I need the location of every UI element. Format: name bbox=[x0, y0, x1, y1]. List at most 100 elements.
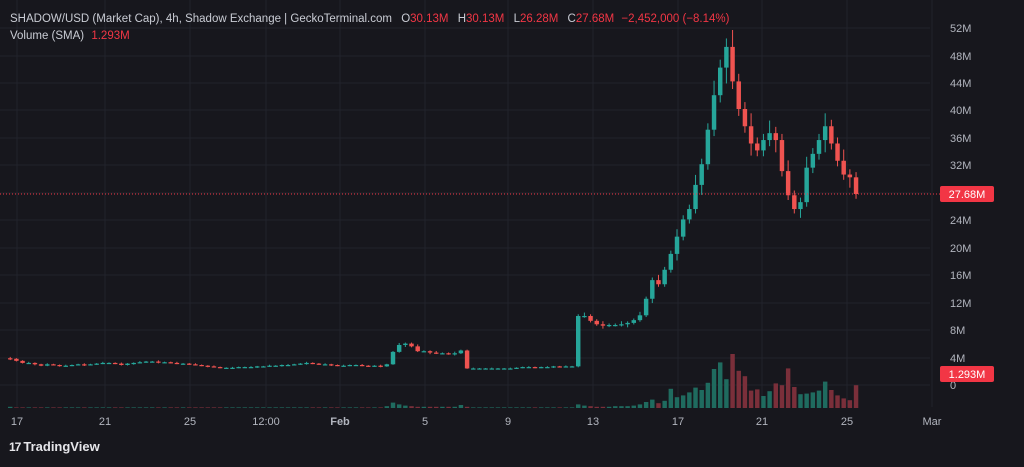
candle-body bbox=[421, 351, 427, 353]
volume-bar bbox=[545, 407, 550, 408]
candle-body bbox=[75, 364, 81, 366]
volume-bar bbox=[292, 407, 297, 408]
candle-body bbox=[372, 365, 377, 367]
candle-body bbox=[847, 174, 853, 178]
volume-bar bbox=[718, 362, 723, 408]
volume-bar bbox=[557, 407, 562, 408]
volume-bar bbox=[421, 406, 427, 408]
volume-bar bbox=[26, 407, 31, 408]
candle-body bbox=[366, 365, 371, 367]
volume-bar bbox=[230, 407, 235, 408]
tradingview-logo[interactable]: 17 TradingView bbox=[9, 439, 100, 454]
candle-body bbox=[699, 164, 704, 185]
high-key: H bbox=[457, 13, 467, 25]
volume-bar bbox=[88, 407, 93, 408]
volume-bar bbox=[20, 407, 25, 408]
volume-bar bbox=[810, 392, 816, 408]
volume-bar bbox=[187, 407, 192, 408]
volume-bar bbox=[619, 406, 624, 408]
candle-body bbox=[736, 81, 741, 109]
candle-body bbox=[520, 367, 525, 369]
candle-body bbox=[38, 364, 44, 366]
candle-body bbox=[656, 280, 661, 285]
volume-bar bbox=[631, 405, 637, 408]
candle-body bbox=[674, 236, 680, 254]
volume-bar bbox=[162, 407, 167, 408]
candle-body bbox=[452, 353, 457, 355]
candle-body bbox=[483, 368, 488, 370]
volume-bar bbox=[359, 407, 365, 408]
volume-bar bbox=[322, 407, 328, 408]
x-tick-label: Mar bbox=[923, 416, 942, 428]
candle-body bbox=[8, 358, 13, 360]
volume-bar bbox=[508, 407, 513, 408]
candle-body bbox=[57, 364, 62, 367]
volume-bar bbox=[384, 406, 390, 408]
candle-body bbox=[538, 367, 544, 369]
candle-body bbox=[45, 364, 50, 366]
candle-body bbox=[205, 365, 211, 367]
candle-body bbox=[551, 366, 556, 368]
candle-body bbox=[471, 368, 476, 370]
volume-bar bbox=[538, 407, 544, 408]
volume-bar bbox=[403, 405, 408, 408]
low-key: L bbox=[513, 13, 520, 25]
candle-body bbox=[576, 316, 581, 367]
candle-body bbox=[427, 351, 433, 353]
volume-bar bbox=[125, 407, 130, 408]
volume-bar bbox=[699, 390, 704, 408]
volume-bar bbox=[625, 406, 630, 408]
volume-sma-label: 1.293M bbox=[949, 369, 986, 381]
volume-bar bbox=[668, 388, 674, 408]
volume-bar bbox=[853, 385, 859, 408]
tradingview-logo-text: TradingView bbox=[23, 439, 100, 454]
candle-body bbox=[563, 366, 569, 368]
candle-body bbox=[631, 320, 637, 323]
candle-body bbox=[446, 353, 451, 355]
candle-body bbox=[279, 364, 285, 367]
volume-bar bbox=[693, 387, 698, 408]
candle-body bbox=[705, 129, 711, 165]
candle-body bbox=[650, 280, 655, 299]
volume-bar bbox=[748, 390, 754, 408]
volume-bar bbox=[304, 407, 309, 408]
y-tick-label: 44M bbox=[950, 78, 971, 90]
volume-bar bbox=[637, 404, 643, 408]
volume-bar bbox=[674, 397, 680, 408]
volume-bar bbox=[298, 407, 303, 408]
candle-body bbox=[495, 368, 501, 370]
volume-bar bbox=[569, 407, 575, 408]
low-value: 26.28M bbox=[519, 13, 559, 25]
volume-bar bbox=[45, 407, 50, 408]
close-value: 27.68M bbox=[575, 13, 615, 25]
volume-bar bbox=[51, 407, 56, 408]
candle-body bbox=[619, 324, 624, 326]
candle-body bbox=[755, 143, 760, 151]
volume-bar bbox=[94, 407, 99, 408]
x-tick-label: 13 bbox=[587, 416, 599, 428]
volume-bar bbox=[483, 407, 488, 408]
volume-bar bbox=[267, 407, 272, 408]
volume-bar bbox=[254, 407, 260, 408]
candle-body bbox=[254, 366, 260, 368]
volume-bar bbox=[63, 407, 69, 408]
volume-bar bbox=[329, 407, 334, 408]
volume-label: Volume (SMA) bbox=[10, 30, 85, 42]
candle-body bbox=[267, 365, 272, 367]
volume-bar bbox=[38, 407, 44, 408]
candle-body bbox=[32, 362, 38, 365]
candle-body bbox=[51, 364, 56, 366]
volume-bar bbox=[396, 404, 402, 408]
candle-body bbox=[711, 95, 717, 130]
volume-bar bbox=[193, 407, 198, 408]
candle-body bbox=[285, 364, 291, 367]
volume-bar bbox=[14, 407, 19, 408]
candle-body bbox=[810, 153, 816, 168]
candle-body bbox=[434, 352, 439, 354]
volume-bar bbox=[526, 407, 532, 408]
candle-body bbox=[643, 298, 649, 316]
candle-body bbox=[545, 367, 550, 369]
candle-body bbox=[853, 177, 859, 195]
candle-body bbox=[785, 171, 791, 196]
volume-bar bbox=[471, 407, 476, 408]
